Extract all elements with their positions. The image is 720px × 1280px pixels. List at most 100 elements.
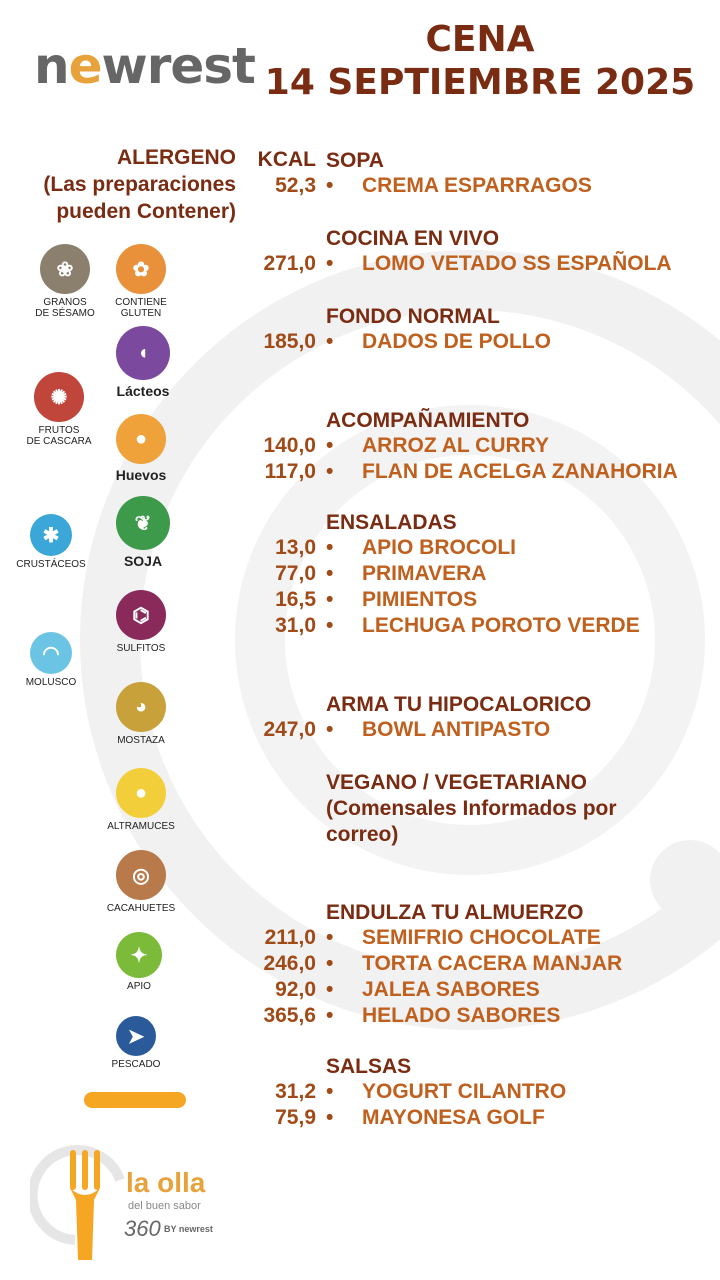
dish-name: LOMO VETADO SS ESPAÑOLA: [362, 252, 672, 275]
allergen-heading: ALERGENO (Las preparaciones pueden Conte…: [20, 144, 236, 225]
fork-icon: [27, 1145, 125, 1260]
menu-item: 75,9 • MAYONESA GOLF: [240, 1106, 720, 1132]
orange-bar: [84, 1092, 186, 1108]
kcal-value: 185,0: [263, 330, 316, 353]
allergen-label: FRUTOS DE CASCARA: [26, 425, 92, 447]
la-olla-subtitle: del buen sabor: [128, 1200, 201, 1212]
menu-item: 31,2 • YOGURT CILANTRO: [240, 1080, 720, 1106]
dish-name: CREMA ESPARRAGOS: [362, 174, 592, 197]
allergen-label: PESCADO: [111, 1059, 161, 1070]
menu-item: 185,0 • DADOS DE POLLO: [240, 330, 720, 356]
menu-item: 211,0 • SEMIFRIO CHOCOLATE: [240, 926, 720, 952]
dish-name: SEMIFRIO CHOCOLATE: [362, 926, 601, 949]
menu-item: 365,6 • HELADO SABORES: [240, 1004, 720, 1030]
bullet: •: [326, 614, 334, 637]
kcal-value: 16,5: [275, 588, 316, 611]
bullet: •: [326, 562, 334, 585]
dish-name: FLAN DE ACELGA ZANAHORIA: [362, 460, 678, 483]
menu-item: 31,0 • LECHUGA POROTO VERDE: [240, 614, 720, 640]
allergen-label: APIO: [127, 981, 151, 992]
section-note: correo): [326, 823, 399, 846]
menu-item: 52,3 • CREMA ESPARRAGOS: [240, 174, 720, 200]
kcal-value: 365,6: [263, 1004, 316, 1027]
dish-name: APIO BROCOLI: [362, 536, 517, 559]
allergen-note-line2: pueden Contener): [56, 200, 236, 223]
allergen-item: ◕ MOSTAZA: [96, 682, 186, 746]
dish-name: YOGURT CILANTRO: [362, 1080, 567, 1103]
la-olla-logo: la olla del buen sabor 360 BY newrest: [27, 1140, 230, 1270]
dish-name: DADOS DE POLLO: [362, 330, 552, 353]
mustard-icon: ◕: [116, 682, 166, 732]
allergen-label: MOSTAZA: [117, 735, 165, 746]
menu-item: 92,0 • JALEA SABORES: [240, 978, 720, 1004]
bullet: •: [326, 1106, 334, 1129]
menu-item: 271,0 • LOMO VETADO SS ESPAÑOLA: [240, 252, 720, 278]
bullet: •: [326, 434, 334, 457]
allergen-label: Lácteos: [116, 383, 170, 399]
allergen-label: CACAHUETES: [106, 903, 176, 914]
kcal-value: 117,0: [264, 460, 316, 483]
nut-icon: ✺: [34, 372, 84, 422]
meal-title: CENA: [425, 19, 535, 60]
dish-name: MAYONESA GOLF: [362, 1106, 545, 1129]
allergen-item: ✿ CONTIENE GLUTEN: [96, 244, 186, 319]
menu-section-title: SALSAS: [326, 1055, 412, 1078]
allergen-item: ✦ APIO: [96, 932, 182, 992]
dish-name: JALEA SABORES: [362, 978, 540, 1001]
fish-icon: ➤: [116, 1016, 156, 1056]
kcal-value: 75,9: [275, 1106, 316, 1129]
allergen-label: GRANOS DE SÉSAMO: [35, 297, 95, 319]
menu-section-title: ACOMPAÑAMIENTO: [326, 409, 530, 432]
bullet: •: [326, 952, 334, 975]
menu-section-title: ENSALADAS: [326, 511, 457, 534]
allergen-label: MOLUSCO: [25, 677, 77, 688]
allergen-note-line1: (Las preparaciones: [43, 173, 236, 196]
allergen-item: ❦ SOJA: [96, 496, 190, 569]
bullet: •: [326, 926, 334, 949]
bullet: •: [326, 174, 334, 197]
sesame-icon: ❀: [40, 244, 90, 294]
menu-item: 117,0 • FLAN DE ACELGA ZANAHORIA: [240, 460, 720, 486]
date-title: 14 SEPTIEMBRE 2025: [264, 62, 696, 103]
dish-name: ARROZ AL CURRY: [362, 434, 550, 457]
allergen-label: CRUSTÁCEOS: [16, 559, 86, 570]
dish-name: HELADO SABORES: [362, 1004, 561, 1027]
bullet: •: [326, 718, 334, 741]
allergen-item: ● ALTRAMUCES: [96, 768, 186, 832]
allergen-label: ALTRAMUCES: [107, 821, 175, 832]
allergen-item: ✱ CRUSTÁCEOS: [10, 514, 92, 570]
menu-item: 247,0 • BOWL ANTIPASTO: [240, 718, 720, 744]
section-note: (Comensales Informados por: [326, 797, 617, 820]
brand-by: BY newrest: [164, 1224, 213, 1234]
allergen-item: ◖ Lácteos: [96, 326, 190, 399]
bullet: •: [326, 1004, 334, 1027]
lupin-icon: ●: [116, 768, 166, 818]
kcal-value: 52,3: [275, 174, 316, 197]
menu-item: 16,5 • PIMIENTOS: [240, 588, 720, 614]
soy-icon: ❦: [116, 496, 170, 550]
menu-item: 140,0 • ARROZ AL CURRY: [240, 434, 720, 460]
kcal-value: 92,0: [275, 978, 316, 1001]
menu-item: 246,0 • TORTA CACERA MANJAR: [240, 952, 720, 978]
bullet: •: [326, 330, 334, 353]
menu-section-title: SOPA: [326, 149, 384, 172]
allergen-title: ALERGENO: [116, 146, 236, 169]
allergen-item: ◎ CACAHUETES: [96, 850, 186, 914]
crab-icon: ✱: [30, 514, 72, 556]
allergen-item: ➤ PESCADO: [96, 1016, 176, 1070]
allergen-item: ✺ FRUTOS DE CASCARA: [14, 372, 104, 447]
menu-section-title: VEGANO / VEGETARIANO (Comensales Informad…: [326, 771, 617, 846]
bullet: •: [326, 588, 334, 611]
allergen-label: Huevos: [115, 467, 167, 483]
brand-360: 360: [124, 1216, 161, 1241]
bullet: •: [326, 460, 334, 483]
newrest-logo: newrest: [34, 37, 256, 95]
kcal-value: 77,0: [275, 562, 316, 585]
peanut-icon: ◎: [116, 850, 166, 900]
eggs-icon: ●: [116, 414, 166, 464]
bullet: •: [326, 1080, 334, 1103]
page-title: CENA 14 SEPTIEMBRE 2025: [240, 20, 720, 106]
kcal-value: 246,0: [263, 952, 316, 975]
milk-jug-icon: ◖: [116, 326, 170, 380]
